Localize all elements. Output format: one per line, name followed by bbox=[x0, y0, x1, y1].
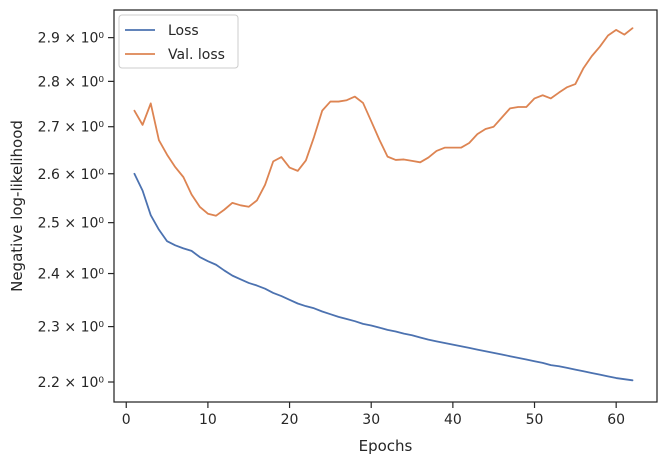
plot-area bbox=[113, 9, 658, 403]
x-tick-label: 30 bbox=[362, 412, 380, 428]
x-tick-label: 10 bbox=[199, 412, 217, 428]
series-line-val-loss bbox=[133, 27, 634, 217]
x-tick-label: 60 bbox=[607, 412, 625, 428]
x-axis: 0 10 20 30 40 50 60 bbox=[122, 402, 625, 428]
legend-label-loss: Loss bbox=[168, 23, 199, 39]
x-tick-label: 40 bbox=[444, 412, 462, 428]
x-tick-label: 0 bbox=[122, 412, 131, 428]
x-tick-label: 20 bbox=[281, 412, 299, 428]
legend: Loss Val. loss bbox=[118, 14, 239, 69]
x-tick-label: 50 bbox=[526, 412, 544, 428]
y-tick-label: 2.6 × 10⁰ bbox=[38, 167, 105, 183]
y-tick-label: 2.8 × 10⁰ bbox=[38, 74, 105, 90]
y-tick-label: 2.2 × 10⁰ bbox=[38, 375, 105, 391]
y-tick-label: 2.7 × 10⁰ bbox=[38, 120, 105, 136]
y-tick-label: 2.4 × 10⁰ bbox=[38, 267, 105, 283]
y-tick-label: 2.9 × 10⁰ bbox=[38, 31, 105, 47]
y-tick-label: 2.3 × 10⁰ bbox=[38, 320, 105, 336]
series-line-loss bbox=[133, 172, 634, 382]
y-axis: 2.2 × 10⁰ 2.3 × 10⁰ 2.4 × 10⁰ 2.5 × 10⁰ 2.6 … bbox=[38, 31, 114, 391]
series-layer bbox=[133, 27, 634, 382]
y-tick-label: 2.5 × 10⁰ bbox=[38, 216, 105, 232]
legend-label-val-loss: Val. loss bbox=[168, 47, 225, 63]
y-axis-label: Negative log-likelihood bbox=[8, 120, 26, 292]
x-axis-label: Epochs bbox=[359, 437, 413, 455]
